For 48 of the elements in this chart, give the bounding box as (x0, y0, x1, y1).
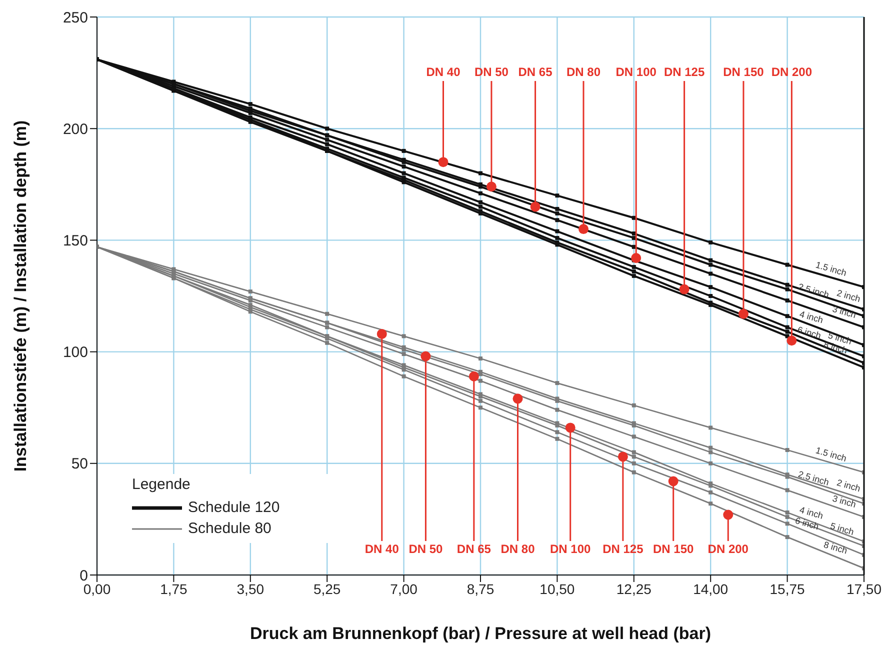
annotation: 1.5 inch (814, 260, 848, 278)
annotation: DN 125 (602, 542, 644, 556)
annotation: 3 inch (831, 493, 858, 510)
x-tick-label: 17,50 (846, 580, 882, 597)
annotation: 2.5 inch (797, 469, 830, 488)
annotation: DN 150 (653, 542, 694, 556)
annotation: 3 inch (831, 304, 858, 320)
x-tick-label: 7,00 (390, 580, 418, 597)
annotation: DN 100 (616, 65, 657, 80)
annotation: DN 80 (500, 542, 536, 556)
annotation: 8 inch (822, 540, 848, 556)
y-tick-label: 250 (62, 9, 88, 26)
annotation: 4 inch (798, 308, 824, 326)
annotation: DN 40 (364, 542, 400, 556)
annotation: 2.5 inch (797, 282, 830, 300)
y-axis-title: Installationstiefe (m) / Installation depth (m) (11, 120, 30, 472)
y-tick-label: 100 (62, 344, 88, 362)
x-tick-label: 12,25 (616, 580, 652, 597)
legend-label: Schedule 120 (188, 499, 280, 516)
annotation: DN 200 (708, 542, 749, 556)
annotation: 1.5 inch (814, 445, 848, 464)
x-tick-label: 5,25 (313, 580, 341, 597)
legend-label: Schedule 80 (188, 520, 272, 537)
annotation: 6 inch (796, 324, 822, 341)
x-tick-label: 15,75 (770, 580, 806, 597)
x-tick-label: 10,50 (540, 580, 575, 597)
annotation: DN 40 (426, 65, 461, 80)
x-tick-label: 3,50 (236, 580, 264, 597)
y-tick-label: 200 (62, 120, 88, 138)
annotation: DN 80 (566, 65, 601, 80)
x-tick-label: 14,00 (693, 580, 728, 597)
annotation: DN 50 (408, 542, 444, 556)
x-tick-label: 1,75 (160, 580, 188, 597)
annotation: 5 inch (829, 520, 856, 538)
x-axis-title: Druck am Brunnenkopf (bar) / Pressure at well head (bar) (250, 624, 712, 643)
y-tick-label: 150 (62, 232, 88, 250)
annotation: DN 200 (771, 65, 812, 80)
annotation: DN 100 (550, 542, 592, 556)
x-tick-label: 8,75 (466, 580, 494, 597)
annotation: DN 50 (474, 65, 509, 80)
y-tick-label: 50 (71, 456, 88, 473)
annotation: DN 65 (518, 65, 553, 80)
annotation: 2 inch (836, 288, 862, 304)
annotation: DN 65 (456, 542, 492, 556)
annotation: 2 inch (836, 478, 862, 494)
legend-title: Legende (132, 476, 192, 493)
annotation: DN 125 (664, 65, 705, 80)
annotation: DN 150 (723, 65, 764, 80)
